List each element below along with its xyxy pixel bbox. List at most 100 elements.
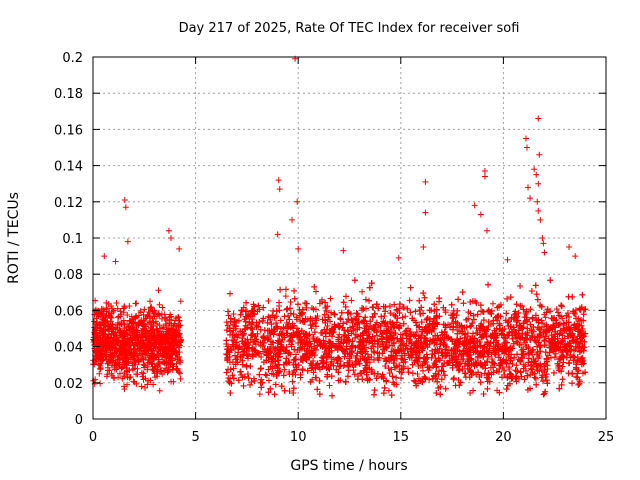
data-points bbox=[90, 55, 589, 399]
data-point bbox=[559, 376, 566, 383]
data-point bbox=[257, 326, 264, 333]
data-point bbox=[156, 301, 163, 308]
data-point bbox=[362, 296, 369, 303]
data-point bbox=[573, 373, 580, 380]
data-point bbox=[120, 373, 127, 380]
data-point bbox=[223, 337, 230, 344]
data-point bbox=[265, 298, 272, 305]
data-point bbox=[154, 320, 161, 327]
data-point bbox=[176, 353, 183, 360]
data-point bbox=[416, 297, 423, 304]
data-point bbox=[311, 329, 318, 336]
data-point bbox=[127, 356, 134, 363]
data-point bbox=[478, 308, 485, 315]
data-point bbox=[455, 296, 462, 303]
data-point bbox=[503, 310, 510, 317]
data-point bbox=[103, 306, 110, 313]
data-point bbox=[138, 383, 145, 390]
data-point bbox=[109, 337, 116, 344]
data-point bbox=[106, 367, 113, 374]
data-point bbox=[247, 381, 254, 388]
data-point bbox=[359, 288, 366, 295]
data-point bbox=[271, 391, 278, 398]
data-point bbox=[114, 321, 121, 328]
data-point bbox=[124, 311, 131, 318]
data-point bbox=[542, 314, 549, 321]
data-point bbox=[528, 365, 535, 372]
data-point bbox=[109, 305, 116, 312]
data-point bbox=[386, 303, 393, 310]
data-point bbox=[159, 325, 166, 332]
data-point bbox=[442, 385, 449, 392]
data-point bbox=[124, 381, 131, 388]
data-point bbox=[144, 366, 151, 373]
data-point bbox=[129, 362, 136, 369]
data-point bbox=[350, 367, 357, 374]
data-point bbox=[123, 362, 130, 369]
data-point bbox=[513, 301, 520, 308]
data-point bbox=[149, 326, 156, 333]
data-point bbox=[467, 299, 474, 306]
data-point bbox=[352, 334, 359, 341]
data-point bbox=[409, 370, 416, 377]
data-point bbox=[316, 377, 323, 384]
data-point bbox=[170, 378, 177, 385]
data-point bbox=[247, 363, 254, 370]
data-point bbox=[132, 342, 139, 349]
data-point bbox=[244, 370, 251, 377]
data-point bbox=[99, 330, 106, 337]
data-point bbox=[441, 372, 448, 379]
data-point bbox=[290, 311, 297, 318]
data-point bbox=[103, 373, 110, 380]
data-point bbox=[177, 298, 184, 305]
data-point bbox=[132, 361, 139, 368]
data-point bbox=[396, 301, 403, 308]
data-point bbox=[127, 317, 134, 324]
data-point bbox=[163, 322, 170, 329]
data-point bbox=[513, 362, 520, 369]
data-point bbox=[137, 308, 144, 315]
data-point bbox=[137, 340, 144, 347]
data-point bbox=[108, 321, 115, 328]
data-point bbox=[147, 298, 154, 305]
data-point bbox=[470, 330, 477, 337]
data-point bbox=[141, 306, 148, 313]
data-point bbox=[149, 360, 156, 367]
data-point bbox=[154, 370, 161, 377]
data-point bbox=[96, 322, 103, 329]
data-point bbox=[226, 290, 233, 297]
data-point bbox=[533, 291, 540, 298]
data-point bbox=[177, 370, 184, 377]
data-point bbox=[322, 330, 329, 337]
data-point bbox=[282, 286, 289, 293]
data-point bbox=[421, 294, 428, 301]
data-point bbox=[109, 328, 116, 335]
data-point bbox=[150, 365, 157, 372]
data-point bbox=[547, 277, 554, 284]
data-point bbox=[532, 375, 539, 382]
data-point bbox=[124, 367, 131, 374]
data-point bbox=[169, 351, 176, 358]
data-point bbox=[258, 384, 265, 391]
data-point bbox=[406, 297, 413, 304]
data-point bbox=[147, 353, 154, 360]
data-point bbox=[521, 376, 528, 383]
data-point bbox=[381, 312, 388, 319]
data-point bbox=[456, 382, 463, 389]
data-point bbox=[97, 380, 104, 387]
data-point bbox=[265, 377, 272, 384]
data-point bbox=[97, 311, 104, 318]
data-point bbox=[275, 303, 282, 310]
data-point bbox=[528, 288, 535, 295]
data-point bbox=[150, 381, 157, 388]
data-point bbox=[402, 313, 409, 320]
data-point bbox=[407, 284, 414, 291]
data-point bbox=[485, 281, 492, 288]
data-point bbox=[437, 391, 444, 398]
data-point bbox=[113, 300, 120, 307]
data-point bbox=[116, 370, 123, 377]
data-point bbox=[138, 369, 145, 376]
data-point bbox=[348, 297, 355, 304]
data-point bbox=[256, 391, 263, 398]
data-point bbox=[157, 364, 164, 371]
